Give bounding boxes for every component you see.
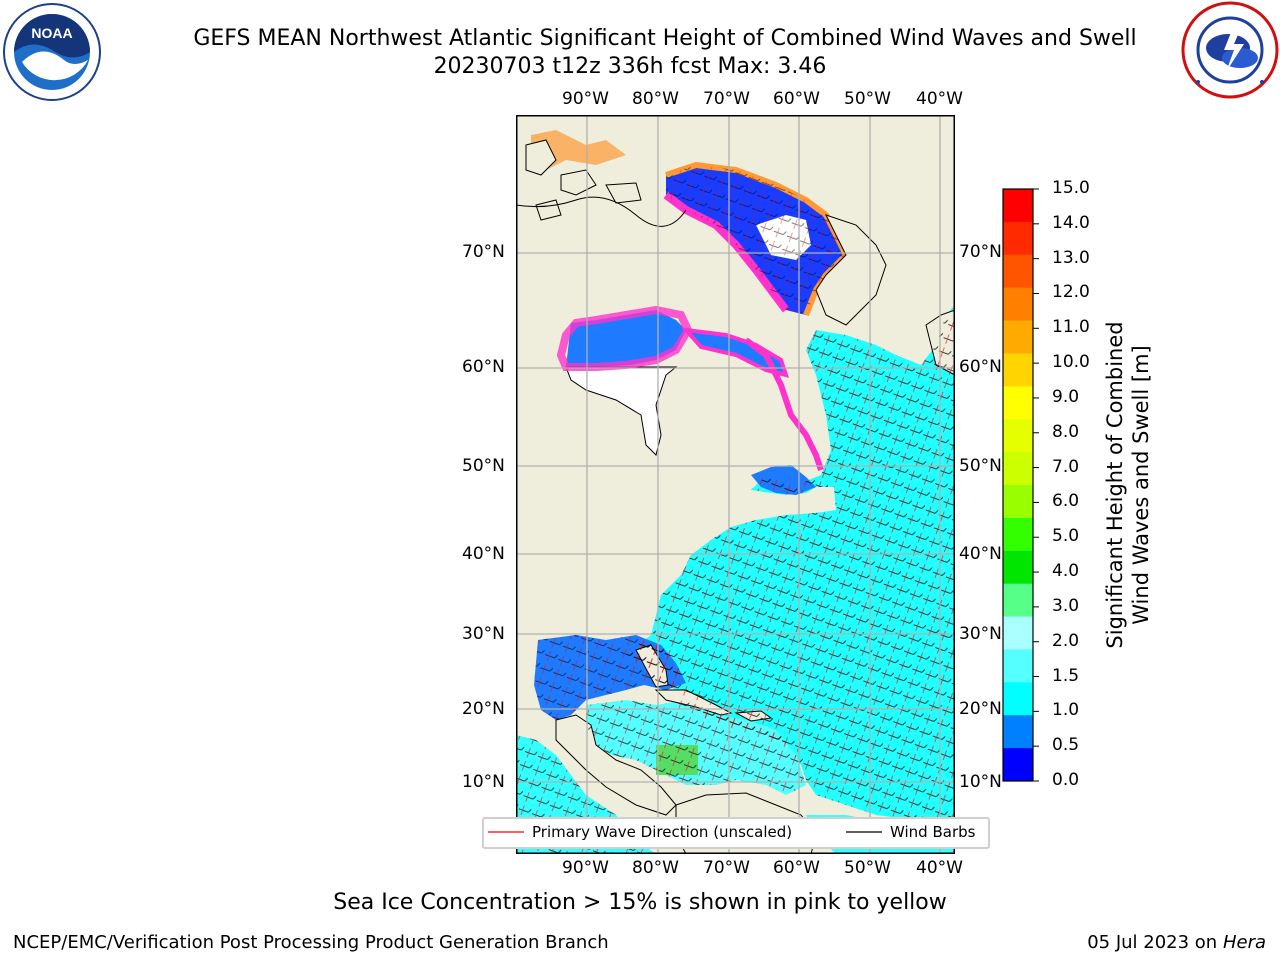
colorbar-tick-label: 8.0 — [1052, 421, 1080, 442]
colorbar-tick-label: 11.0 — [1052, 317, 1090, 338]
lon-label-bottom-40w: 40°W — [916, 858, 963, 878]
footer-credit: NCEP/EMC/Verification Post Processing Pr… — [13, 932, 609, 953]
colorbar — [1002, 188, 1039, 782]
colorbar-title: Significant Height of Combined Wind Wave… — [1102, 321, 1154, 648]
colorbar-segment — [1003, 452, 1033, 486]
colorbar-segment — [1003, 616, 1033, 650]
hudson-bay-south-white — [565, 366, 678, 456]
lon-label-top-90w: 90°W — [562, 89, 609, 109]
colorbar-segment — [1003, 221, 1033, 256]
colorbar-segment — [1003, 320, 1033, 354]
colorbar-tick-label: 10.0 — [1052, 352, 1090, 373]
lon-label-top-40w: 40°W — [916, 89, 963, 109]
colorbar-tick-label: 0.0 — [1052, 770, 1080, 790]
colorbar-segment — [1003, 419, 1033, 453]
colorbar-tick-label: 1.5 — [1052, 665, 1080, 686]
colorbar-title-line-1: Significant Height of Combined — [1103, 321, 1127, 649]
lon-label-top-80w: 80°W — [632, 89, 679, 109]
colorbar-segment — [1003, 583, 1033, 618]
colorbar-segment — [1003, 254, 1033, 289]
colorbar-segment — [1003, 517, 1033, 552]
wave-height-map — [516, 115, 955, 854]
colorbar-tick-label: 5.0 — [1052, 526, 1080, 547]
colorbar-tick-label: 7.0 — [1052, 456, 1080, 477]
lon-label-bottom-60w: 60°W — [773, 858, 820, 878]
wind-barbs-gulf — [534, 635, 686, 720]
map-legend: Primary Wave Direction (unscaled) Wind B… — [482, 817, 990, 849]
title-line-1: GEFS MEAN Northwest Atlantic Significant… — [193, 26, 1137, 51]
colorbar-segment — [1003, 682, 1033, 716]
colorbar-segment — [1003, 189, 1033, 223]
colorbar-tick-label: 4.0 — [1052, 561, 1080, 582]
legend-label-wind-barbs: Wind Barbs — [890, 823, 976, 841]
colorbar-segment — [1003, 485, 1033, 519]
lat-label-left-40n: 40°N — [462, 544, 505, 564]
footer-host: Hera — [1222, 932, 1266, 953]
lon-label-bottom-80w: 80°W — [632, 858, 679, 878]
colorbar-segment — [1003, 353, 1033, 387]
footer-date-text: 05 Jul 2023 on — [1087, 932, 1218, 953]
noaa-logo-text: NOAA — [31, 25, 72, 41]
coast-outline — [516, 196, 687, 227]
colorbar-tick-label: 15.0 — [1052, 178, 1090, 198]
title-line-2: 20230703 t12z 336h fcst Max: 3.46 — [433, 54, 827, 79]
nws-logo-icon — [1181, 1, 1279, 99]
colorbar-tick-label: 1.0 — [1052, 700, 1080, 721]
hudson-bay-ice — [556, 305, 693, 371]
lat-label-left-70n: 70°N — [462, 242, 505, 262]
lat-label-left-10n: 10°N — [462, 772, 505, 792]
red-line-icon — [488, 831, 524, 833]
lat-label-right-10n: 10°N — [959, 772, 1002, 792]
graticule — [516, 115, 955, 854]
colorbar-segment — [1003, 748, 1033, 782]
labrador-coast-ice — [744, 337, 824, 471]
footer-date: 05 Jul 2023 on Hera — [1087, 932, 1266, 953]
lat-label-left-30n: 30°N — [462, 624, 505, 644]
colorbar-tick-label: 12.0 — [1052, 282, 1090, 303]
lon-label-bottom-90w: 90°W — [562, 858, 609, 878]
chart-title: GEFS MEAN Northwest Atlantic Significant… — [0, 26, 1280, 79]
colorbar-segment — [1003, 287, 1033, 322]
colorbar-tick-label: 3.0 — [1052, 595, 1080, 616]
black-line-icon — [846, 831, 882, 833]
lon-label-top-50w: 50°W — [844, 89, 891, 109]
lat-label-right-20n: 20°N — [959, 699, 1002, 719]
colorbar-segment — [1003, 715, 1033, 749]
colorbar-tick-label: 2.0 — [1052, 630, 1080, 651]
lon-label-top-70w: 70°W — [703, 89, 750, 109]
arctic-islands — [525, 139, 642, 221]
lat-label-right-70n: 70°N — [959, 242, 1002, 262]
sea-ice-caption: Sea Ice Concentration > 15% is shown in … — [333, 890, 947, 915]
legend-label-primary-wave: Primary Wave Direction (unscaled) — [532, 823, 793, 841]
map-frame — [516, 115, 955, 854]
legend-item-wind-barbs: Wind Barbs — [846, 823, 975, 841]
lon-label-top-60w: 60°W — [773, 89, 820, 109]
colorbar-tick-label: 14.0 — [1052, 212, 1090, 233]
colorbar-segment — [1003, 649, 1033, 683]
lon-label-bottom-70w: 70°W — [703, 858, 750, 878]
colorbar-tick-label: 6.0 — [1052, 491, 1080, 512]
hudson-bay — [566, 310, 686, 367]
lat-label-left-20n: 20°N — [462, 699, 505, 719]
colorbar-title-line-2: Wind Waves and Swell [m] — [1129, 345, 1153, 625]
wind-barbs-atlantic — [626, 305, 955, 825]
hudson-strait — [681, 327, 790, 378]
legend-item-primary-wave: Primary Wave Direction (unscaled) — [488, 823, 792, 841]
lat-label-right-40n: 40°N — [959, 544, 1002, 564]
colorbar-tick-label: 13.0 — [1052, 247, 1090, 268]
lat-label-right-50n: 50°N — [959, 456, 1002, 476]
colorbar-tick-label: 9.0 — [1052, 386, 1080, 407]
wind-barbs-baffin — [666, 165, 846, 315]
lat-label-right-60n: 60°N — [959, 357, 1002, 377]
lat-label-right-30n: 30°N — [959, 624, 1002, 644]
wind-barbs-caribbean — [586, 700, 806, 795]
colorbar-segment — [1003, 386, 1033, 420]
colorbar-tick-label: 0.5 — [1052, 735, 1080, 756]
lat-label-left-50n: 50°N — [462, 456, 505, 476]
noaa-logo-icon: NOAA — [3, 3, 101, 101]
lon-label-bottom-50w: 50°W — [844, 858, 891, 878]
lat-label-left-60n: 60°N — [462, 357, 505, 377]
colorbar-segment — [1003, 550, 1033, 585]
colorbar-frame — [1002, 188, 1034, 782]
